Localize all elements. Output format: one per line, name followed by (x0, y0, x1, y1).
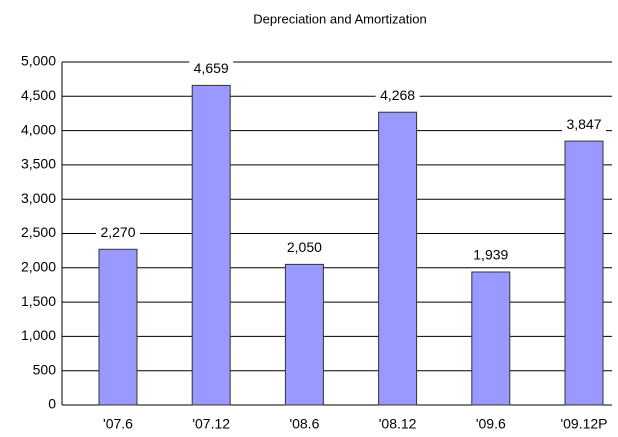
x-tick-label: '07.6 (103, 416, 133, 432)
bar (98, 248, 138, 406)
bar (378, 111, 418, 406)
x-tick-label: '08.6 (289, 416, 319, 432)
bar (191, 84, 231, 406)
bar (284, 263, 324, 406)
value-label: 3,847 (566, 116, 601, 132)
value-label: 2,270 (100, 224, 135, 240)
bar (564, 140, 604, 406)
x-tick-label: '09.12P (560, 416, 607, 432)
y-tick-label: 5,000 (21, 53, 56, 69)
value-label-bg (96, 223, 140, 242)
y-tick-label: 3,500 (21, 156, 56, 172)
value-label: 4,659 (194, 60, 229, 76)
x-tick-label: '09.6 (476, 416, 506, 432)
chart-title: Depreciation and Amortization (253, 11, 426, 26)
bar (471, 271, 511, 406)
y-tick-label: 3,000 (21, 190, 56, 206)
value-label-bg (189, 59, 234, 78)
value-label-bg (562, 115, 606, 134)
y-tick-label: 2,500 (21, 224, 56, 240)
x-tick-label: '08.12 (379, 416, 417, 432)
value-label: 4,268 (380, 87, 415, 103)
value-label: 1,939 (473, 247, 508, 263)
y-tick-label: 4,000 (21, 121, 56, 137)
y-tick-label: 1,000 (21, 327, 56, 343)
y-tick-label: 1,500 (21, 293, 56, 309)
y-tick-label: 500 (33, 361, 57, 377)
y-tick-label: 2,000 (21, 259, 56, 275)
value-label-bg (375, 86, 420, 105)
y-tick-label: 0 (48, 396, 56, 412)
value-label-bg (468, 245, 513, 264)
value-label: 2,050 (287, 239, 322, 255)
value-label-bg (282, 238, 327, 257)
y-tick-label: 4,500 (21, 87, 56, 103)
x-tick-label: '07.12 (192, 416, 230, 432)
